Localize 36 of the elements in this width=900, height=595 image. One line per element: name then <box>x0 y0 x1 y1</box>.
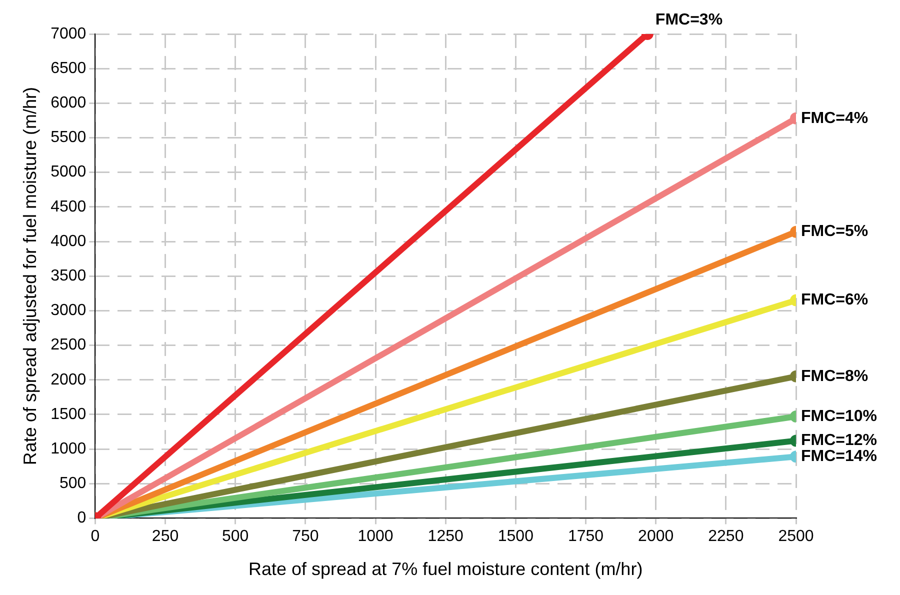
x-tick-label: 2500 <box>778 528 814 546</box>
y-tick-label: 500 <box>59 475 86 492</box>
series-label: FMC=14% <box>801 448 878 466</box>
x-tick-label: 250 <box>152 528 179 546</box>
y-tick-label: 2500 <box>50 336 86 354</box>
y-tick-label: 4500 <box>50 198 86 216</box>
series-label: FMC=10% <box>801 408 878 425</box>
y-tick-label: 7000 <box>50 25 86 42</box>
y-tick-label: 0 <box>77 510 86 527</box>
x-tick-label: 500 <box>222 528 249 546</box>
y-tick-label: 1500 <box>50 406 86 423</box>
x-tick-label: 2250 <box>708 528 744 546</box>
y-tick-label: 5000 <box>50 164 86 181</box>
x-tick-label: 1000 <box>358 528 394 546</box>
x-tick-label: 2000 <box>638 528 674 546</box>
y-axis-title: Rate of spread adjusted for fuel moisture (m/hr) <box>20 87 40 466</box>
x-tick-label: 1750 <box>568 528 604 546</box>
y-tick-label: 6000 <box>50 94 86 112</box>
series-label: FMC=8% <box>801 368 868 385</box>
series-label: FMC=3% <box>655 11 723 28</box>
y-tick-label: 4000 <box>50 232 86 250</box>
x-axis-title: Rate of spread at 7% fuel moisture content (m/hr) <box>248 559 643 580</box>
y-tick-label: 5500 <box>50 129 86 146</box>
y-tick-label: 2000 <box>50 371 86 388</box>
y-tick-label: 3500 <box>50 268 86 285</box>
x-tick-label: 1500 <box>498 528 534 546</box>
series-label: FMC=12% <box>801 432 878 450</box>
series-label: FMC=4% <box>801 110 868 127</box>
y-tick-label: 6500 <box>50 60 86 77</box>
series-label: FMC=5% <box>801 223 868 240</box>
y-tick-label: 1000 <box>50 440 86 458</box>
series-label: FMC=6% <box>801 292 868 309</box>
y-tick-label: 3000 <box>50 302 86 320</box>
x-tick-label: 0 <box>90 528 100 546</box>
x-tick-label: 1250 <box>428 528 464 546</box>
x-tick-label: 750 <box>292 528 319 546</box>
